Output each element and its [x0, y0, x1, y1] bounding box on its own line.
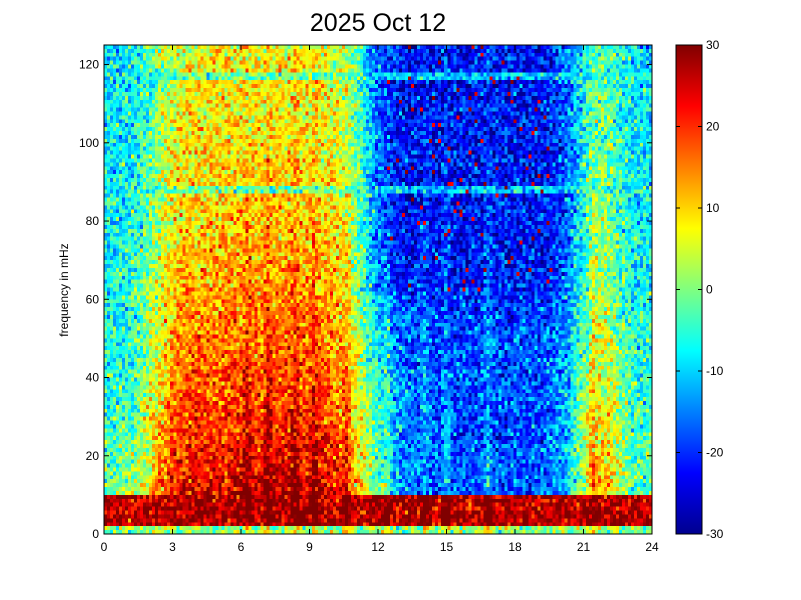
colorbar: 30 20 10 0 -10 -20 -30 [675, 38, 724, 541]
x-axis: 0 3 6 9 12 15 18 21 24 [101, 45, 659, 554]
x-tick-label: 24 [645, 540, 659, 554]
colorbar-tick-label: 30 [706, 38, 720, 52]
colorbar-gradient [675, 44, 703, 535]
x-tick-label: 6 [238, 540, 245, 554]
colorbar-tick-label: -30 [706, 527, 724, 541]
y-tick-label: 60 [86, 292, 100, 306]
y-axis-label: frequency in mHz [57, 243, 71, 336]
colorbar-tick-label: 0 [706, 283, 713, 297]
x-tick-label: 18 [508, 540, 522, 554]
y-tick-label: 0 [92, 527, 99, 541]
spectrogram-heatmap [104, 45, 652, 534]
x-tick-label: 12 [371, 540, 385, 554]
y-tick-label: 40 [86, 371, 100, 385]
y-axis: 0 20 40 60 80 100 120 [79, 58, 652, 541]
y-tick-label: 100 [79, 136, 99, 150]
y-tick-label: 20 [86, 449, 100, 463]
y-tick-label: 80 [86, 214, 100, 228]
x-tick-label: 21 [577, 540, 591, 554]
x-tick-label: 9 [306, 540, 313, 554]
plot-area [103, 44, 653, 535]
colorbar-tick-label: 10 [706, 201, 720, 215]
x-tick-label: 15 [440, 540, 454, 554]
y-tick-label: 120 [79, 58, 99, 72]
x-tick-label: 3 [169, 540, 176, 554]
colorbar-tick-label: -20 [706, 446, 724, 460]
colorbar-tick-label: 20 [706, 120, 720, 134]
colorbar-tick-label: -10 [706, 364, 724, 378]
chart-title: 2025 Oct 12 [310, 9, 446, 37]
x-tick-label: 0 [101, 540, 108, 554]
